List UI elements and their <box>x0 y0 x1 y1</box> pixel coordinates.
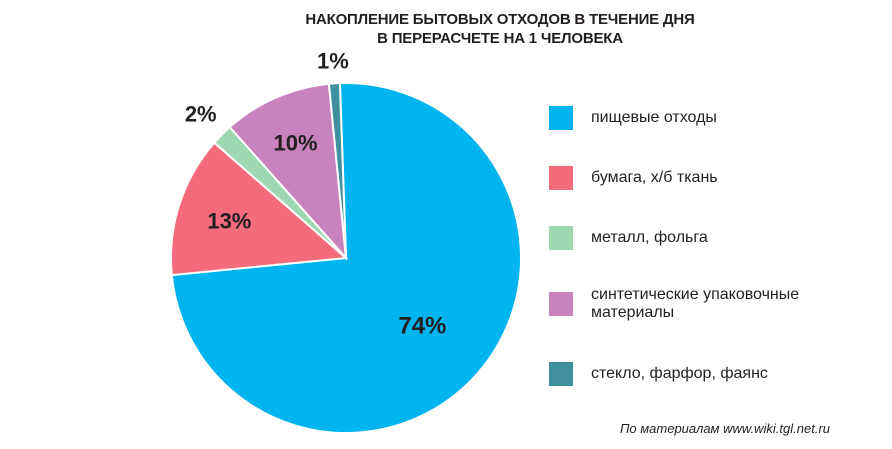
data-label-synthetic: 10% <box>274 130 318 155</box>
pie-slice-paper <box>170 141 349 277</box>
legend-item-food-waste: пищевые отходы <box>549 106 851 130</box>
legend-item-metal: металл, фольга <box>549 226 851 250</box>
pie-slice-synthetic <box>228 82 348 261</box>
legend-label-metal: металл, фольга <box>591 229 708 246</box>
legend-label-food-waste: пищевые отходы <box>591 109 717 126</box>
chart-title: НАКОПЛЕНИЕ БЫТОВЫХ ОТХОДОВ В ТЕЧЕНИЕ ДНЯ… <box>180 10 820 48</box>
chart-title-line-2: В ПЕРЕРАСЧЕТЕ НА 1 ЧЕЛОВЕКА <box>377 30 623 47</box>
pie-slice-glass <box>327 82 347 259</box>
chart-title-line-1: НАКОПЛЕНИЕ БЫТОВЫХ ОТХОДОВ В ТЕЧЕНИЕ ДНЯ <box>305 11 695 28</box>
legend-swatch-metal <box>549 226 573 250</box>
data-label-food-waste: 74% <box>398 313 446 340</box>
legend-item-glass: стекло, фарфор, фаянс <box>549 362 851 386</box>
data-label-paper: 13% <box>207 208 251 233</box>
legend-item-paper: бумага, х/б ткань <box>549 166 851 190</box>
legend-swatch-glass <box>549 362 573 386</box>
legend-label-paper: бумага, х/б ткань <box>591 169 718 186</box>
data-label-metal: 2% <box>185 102 217 127</box>
legend-swatch-food-waste <box>549 106 573 130</box>
legend-swatch-paper <box>549 166 573 190</box>
legend-label-synthetic: синтетические упаковочные материалы <box>591 286 800 321</box>
data-label-glass: 1% <box>317 49 349 74</box>
legend-swatch-synthetic <box>549 292 573 316</box>
source-note: По материалам www.wiki.tgl.net.ru <box>619 421 830 436</box>
legend-item-synthetic: синтетические упаковочные материалы <box>549 286 851 322</box>
legend-label-glass: стекло, фарфор, фаянс <box>591 365 768 382</box>
